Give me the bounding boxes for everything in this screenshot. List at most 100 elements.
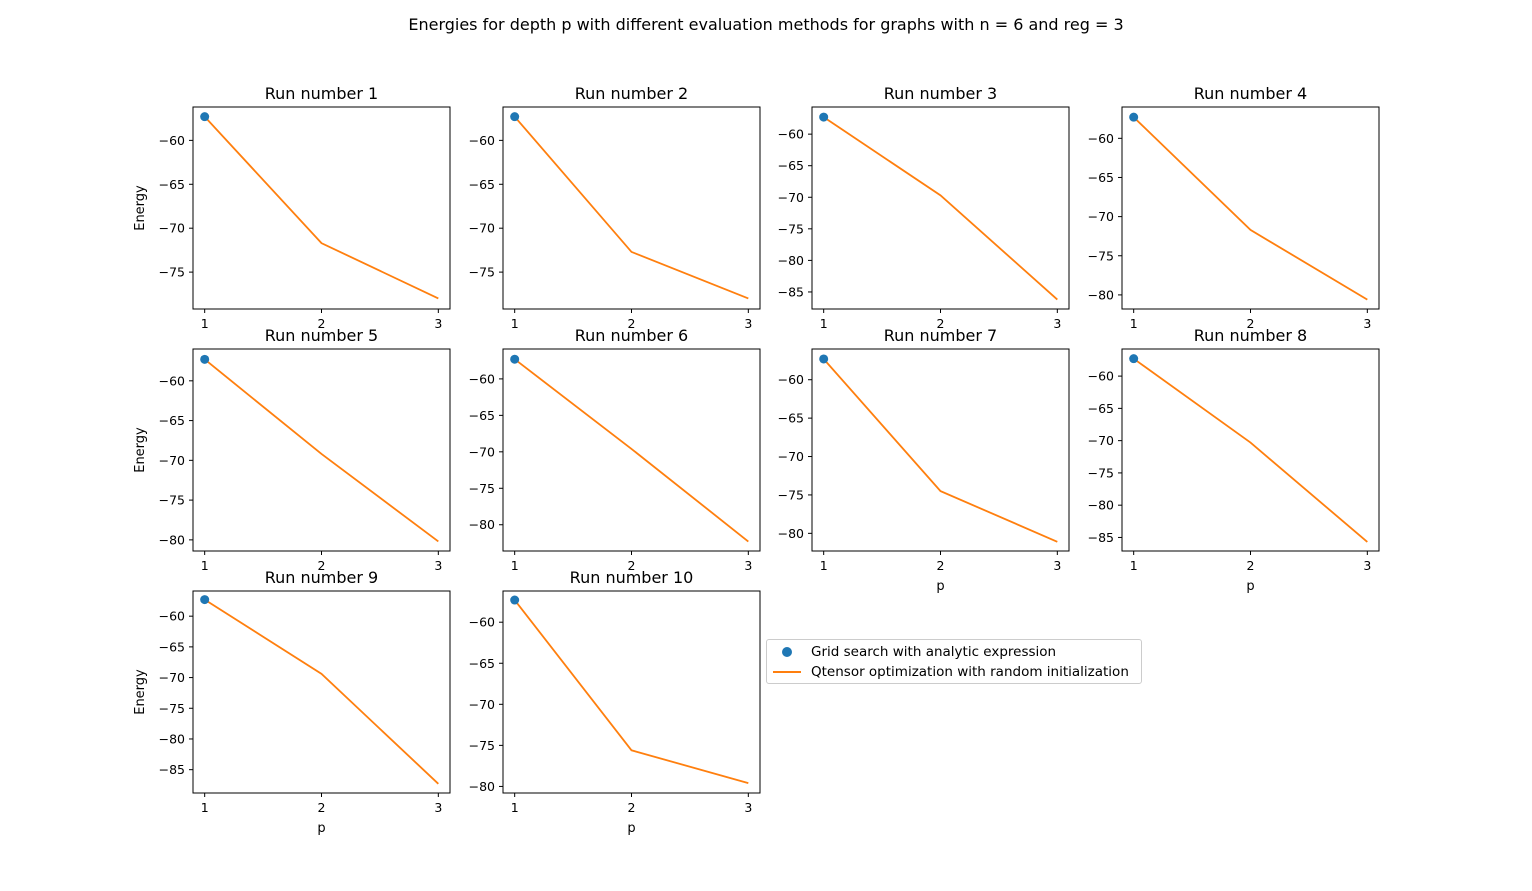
y-tick-label: −60 [778,372,804,387]
x-tick-label: 2 [628,800,636,815]
x-axis-label: p [1246,579,1254,594]
subplot-run-9: Run number 9 1 2 3 −60 −65 −70 −75 −80 −85 p Energy [133,568,451,836]
y-tick-label: −80 [1088,498,1114,513]
x-tick-label: 3 [744,800,752,815]
y-axis-label: Energy [133,427,148,473]
x-tick-label: 1 [820,558,828,573]
x-tick-label: 2 [937,558,945,573]
y-tick-label: −80 [469,517,495,532]
x-tick-label: 3 [434,558,442,573]
y-tick-label: −75 [1088,465,1114,480]
y-tick-label: −80 [469,779,495,794]
x-tick-label: 1 [511,800,519,815]
series-line [514,358,749,543]
y-tick-label: −75 [1088,248,1114,263]
y-tick-label: −80 [778,253,804,268]
y-tick-label: −60 [1088,131,1114,146]
y-tick-label: −70 [469,444,495,459]
y-tick-label: −70 [159,453,185,468]
y-tick-label: −75 [159,265,185,280]
subplot-title: Run number 1 [265,84,378,103]
y-tick-label: −65 [469,177,495,192]
series-line [1133,357,1368,543]
y-tick-label: −60 [469,615,495,630]
subplot-title: Run number 7 [884,326,997,345]
y-tick-label: −60 [1088,369,1114,384]
x-tick-label: 1 [511,316,519,331]
data-point [510,112,520,122]
data-point [819,112,829,122]
subplot-run-8: Run number 8 1 2 3 −60 −65 −70 −75 −80 −85 p [1088,326,1380,594]
legend-dot-icon [782,647,792,657]
y-tick-label: −80 [1088,287,1114,302]
x-tick-label: 1 [201,558,209,573]
y-tick-label: −70 [469,221,495,236]
x-axis-label: p [936,579,944,594]
subplot-run-1: Run number 1 1 2 3 −60 −65 −70 −75 Energy [133,84,451,331]
x-tick-label: 1 [201,800,209,815]
legend-entry-qtensor: Qtensor optimization with random initial… [767,662,1129,682]
x-tick-label: 3 [744,558,752,573]
subplot-title: Run number 5 [265,326,378,345]
series-line [513,599,749,785]
legend-entry-grid-search: Grid search with analytic expression [767,642,1056,662]
data-point [200,354,210,364]
subplot-title: Run number 9 [265,568,378,587]
subplot-title: Run number 4 [1194,84,1307,103]
y-tick-label: −60 [159,373,185,388]
y-tick-label: −85 [778,284,804,299]
y-tick-label: −60 [469,371,495,386]
y-tick-label: −65 [469,656,495,671]
series-line [823,358,1058,543]
x-tick-label: 2 [937,316,945,331]
subplot-title: Run number 8 [1194,326,1307,345]
data-point [510,595,520,605]
data-point [510,354,520,364]
y-tick-label: −75 [469,265,495,280]
y-tick-label: −65 [159,639,185,654]
x-tick-label: 3 [1053,316,1061,331]
y-tick-label: −80 [159,532,185,547]
subplot-title: Run number 3 [884,84,997,103]
y-tick-label: −70 [159,221,185,236]
y-tick-label: −60 [778,127,804,142]
y-tick-label: −65 [159,177,185,192]
legend: Grid search with analytic expression Qte… [766,639,1142,684]
series-line [204,358,439,543]
x-tick-label: 3 [1363,316,1371,331]
y-tick-label: −75 [469,481,495,496]
y-tick-label: −80 [778,526,804,541]
y-tick-label: −65 [1088,401,1114,416]
y-tick-label: −65 [778,158,804,173]
y-tick-label: −70 [159,670,185,685]
x-tick-label: 2 [318,316,326,331]
axes-frame [811,348,1070,552]
y-tick-label: −75 [469,738,495,753]
x-tick-label: 3 [1363,558,1371,573]
x-tick-label: 2 [1247,558,1255,573]
y-tick-label: −85 [1088,530,1114,545]
subplot-run-2: Run number 2 1 2 3 −60 −65 −70 −75 [469,84,761,331]
y-axis-label: Energy [133,185,148,231]
x-axis-label: p [317,821,325,836]
y-tick-label: −75 [778,487,804,502]
axes-frame [502,106,761,310]
x-axis-label: p [627,821,635,836]
subplot-run-5: Run number 5 1 2 3 −60 −65 −70 −75 −80 Energy [133,326,451,573]
x-tick-label: 3 [1053,558,1061,573]
x-tick-label: 2 [628,316,636,331]
y-tick-label: −65 [469,408,495,423]
data-point [819,354,829,364]
y-tick-label: −75 [159,701,185,716]
subplot-title: Run number 2 [575,84,688,103]
axes-frame [1121,348,1380,552]
series-line [514,116,749,300]
y-tick-label: −80 [159,731,185,746]
legend-marker-line [767,662,811,682]
data-point [200,595,210,605]
subplot-run-7: Run number 7 1 2 3 −60 −65 −70 −75 −80 p [778,326,1070,594]
subplot-run-10: Run number 10 1 2 3 −60 −65 −70 −75 −80 p [469,568,761,836]
y-tick-label: −65 [1088,170,1114,185]
y-tick-label: −70 [469,697,495,712]
x-tick-label: 2 [318,800,326,815]
